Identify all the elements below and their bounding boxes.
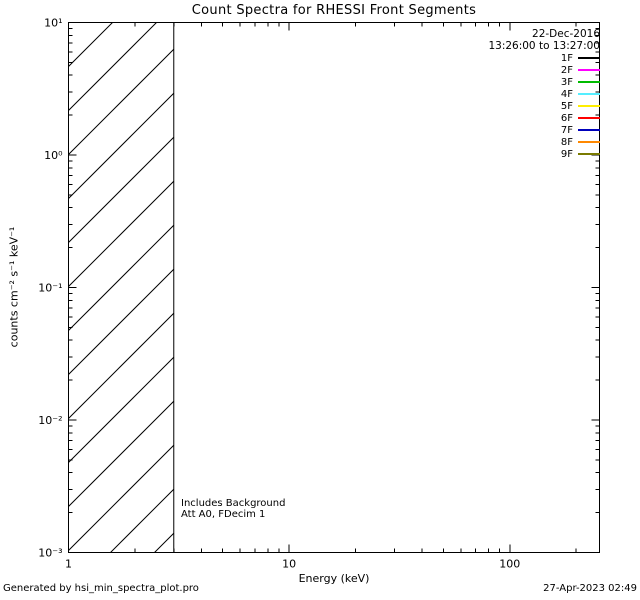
annotation-attenuator-state: Att A0, FDecim 1: [181, 509, 266, 520]
legend-entry: 7F: [488, 124, 600, 136]
annotation-includes-background: Includes Background: [181, 498, 286, 509]
legend: 22-Dec-2016 13:26:00 to 13:27:00 1F 2F 3F 4…: [488, 28, 600, 160]
legend-entry-label: 9F: [560, 148, 573, 160]
legend-entry: 4F: [488, 88, 600, 100]
legend-entry: 6F: [488, 112, 600, 124]
legend-color-line: [578, 129, 600, 131]
legend-entry-label: 6F: [560, 112, 573, 124]
legend-entry-label: 3F: [560, 76, 573, 88]
legend-color-line: [578, 57, 600, 59]
legend-entry-label: 2F: [560, 64, 573, 76]
generator-credit: Generated by hsi_min_spectra_plot.pro: [3, 583, 199, 594]
plot-annotations: Includes Background Att A0, FDecim 1: [181, 498, 285, 520]
legend-entry-label: 8F: [560, 136, 573, 148]
y-axis-label: counts cm⁻² s⁻¹ keV⁻¹: [7, 226, 21, 348]
legend-entry: 1F: [488, 52, 600, 64]
svg-text:10⁻²: 10⁻²: [38, 414, 62, 427]
svg-text:1: 1: [65, 558, 72, 571]
legend-color-line: [578, 81, 600, 83]
svg-text:10¹: 10¹: [44, 17, 62, 30]
legend-color-line: [578, 141, 600, 143]
legend-color-line: [578, 153, 600, 155]
chart-title: Count Spectra for RHESSI Front Segments: [191, 3, 477, 18]
svg-text:100: 100: [499, 558, 520, 571]
legend-entry: 3F: [488, 76, 600, 88]
legend-entry: 9F: [488, 148, 600, 160]
legend-entry-label: 1F: [560, 52, 573, 64]
legend-entry-label: 5F: [560, 100, 573, 112]
svg-text:10⁰: 10⁰: [44, 149, 63, 162]
svg-text:10: 10: [282, 558, 296, 571]
legend-entry: 8F: [488, 136, 600, 148]
legend-color-line: [578, 93, 600, 95]
svg-text:10⁻³: 10⁻³: [38, 547, 62, 560]
legend-color-line: [578, 117, 600, 119]
legend-color-line: [578, 105, 600, 107]
legend-color-line: [578, 69, 600, 71]
legend-entry-label: 7F: [560, 124, 573, 136]
legend-entry: 5F: [488, 100, 600, 112]
svg-text:10⁻¹: 10⁻¹: [38, 282, 62, 295]
legend-date: 22-Dec-2016: [532, 28, 600, 40]
x-axis-label: Energy (keV): [298, 572, 370, 585]
generation-timestamp: 27-Apr-2023 02:49: [543, 583, 637, 594]
legend-entry: 2F: [488, 64, 600, 76]
legend-entry-label: 4F: [560, 88, 573, 100]
legend-time-range: 13:26:00 to 13:27:00: [488, 40, 600, 52]
legend-entries: 1F 2F 3F 4F 5F 6F 7F 8F 9F: [488, 52, 600, 160]
